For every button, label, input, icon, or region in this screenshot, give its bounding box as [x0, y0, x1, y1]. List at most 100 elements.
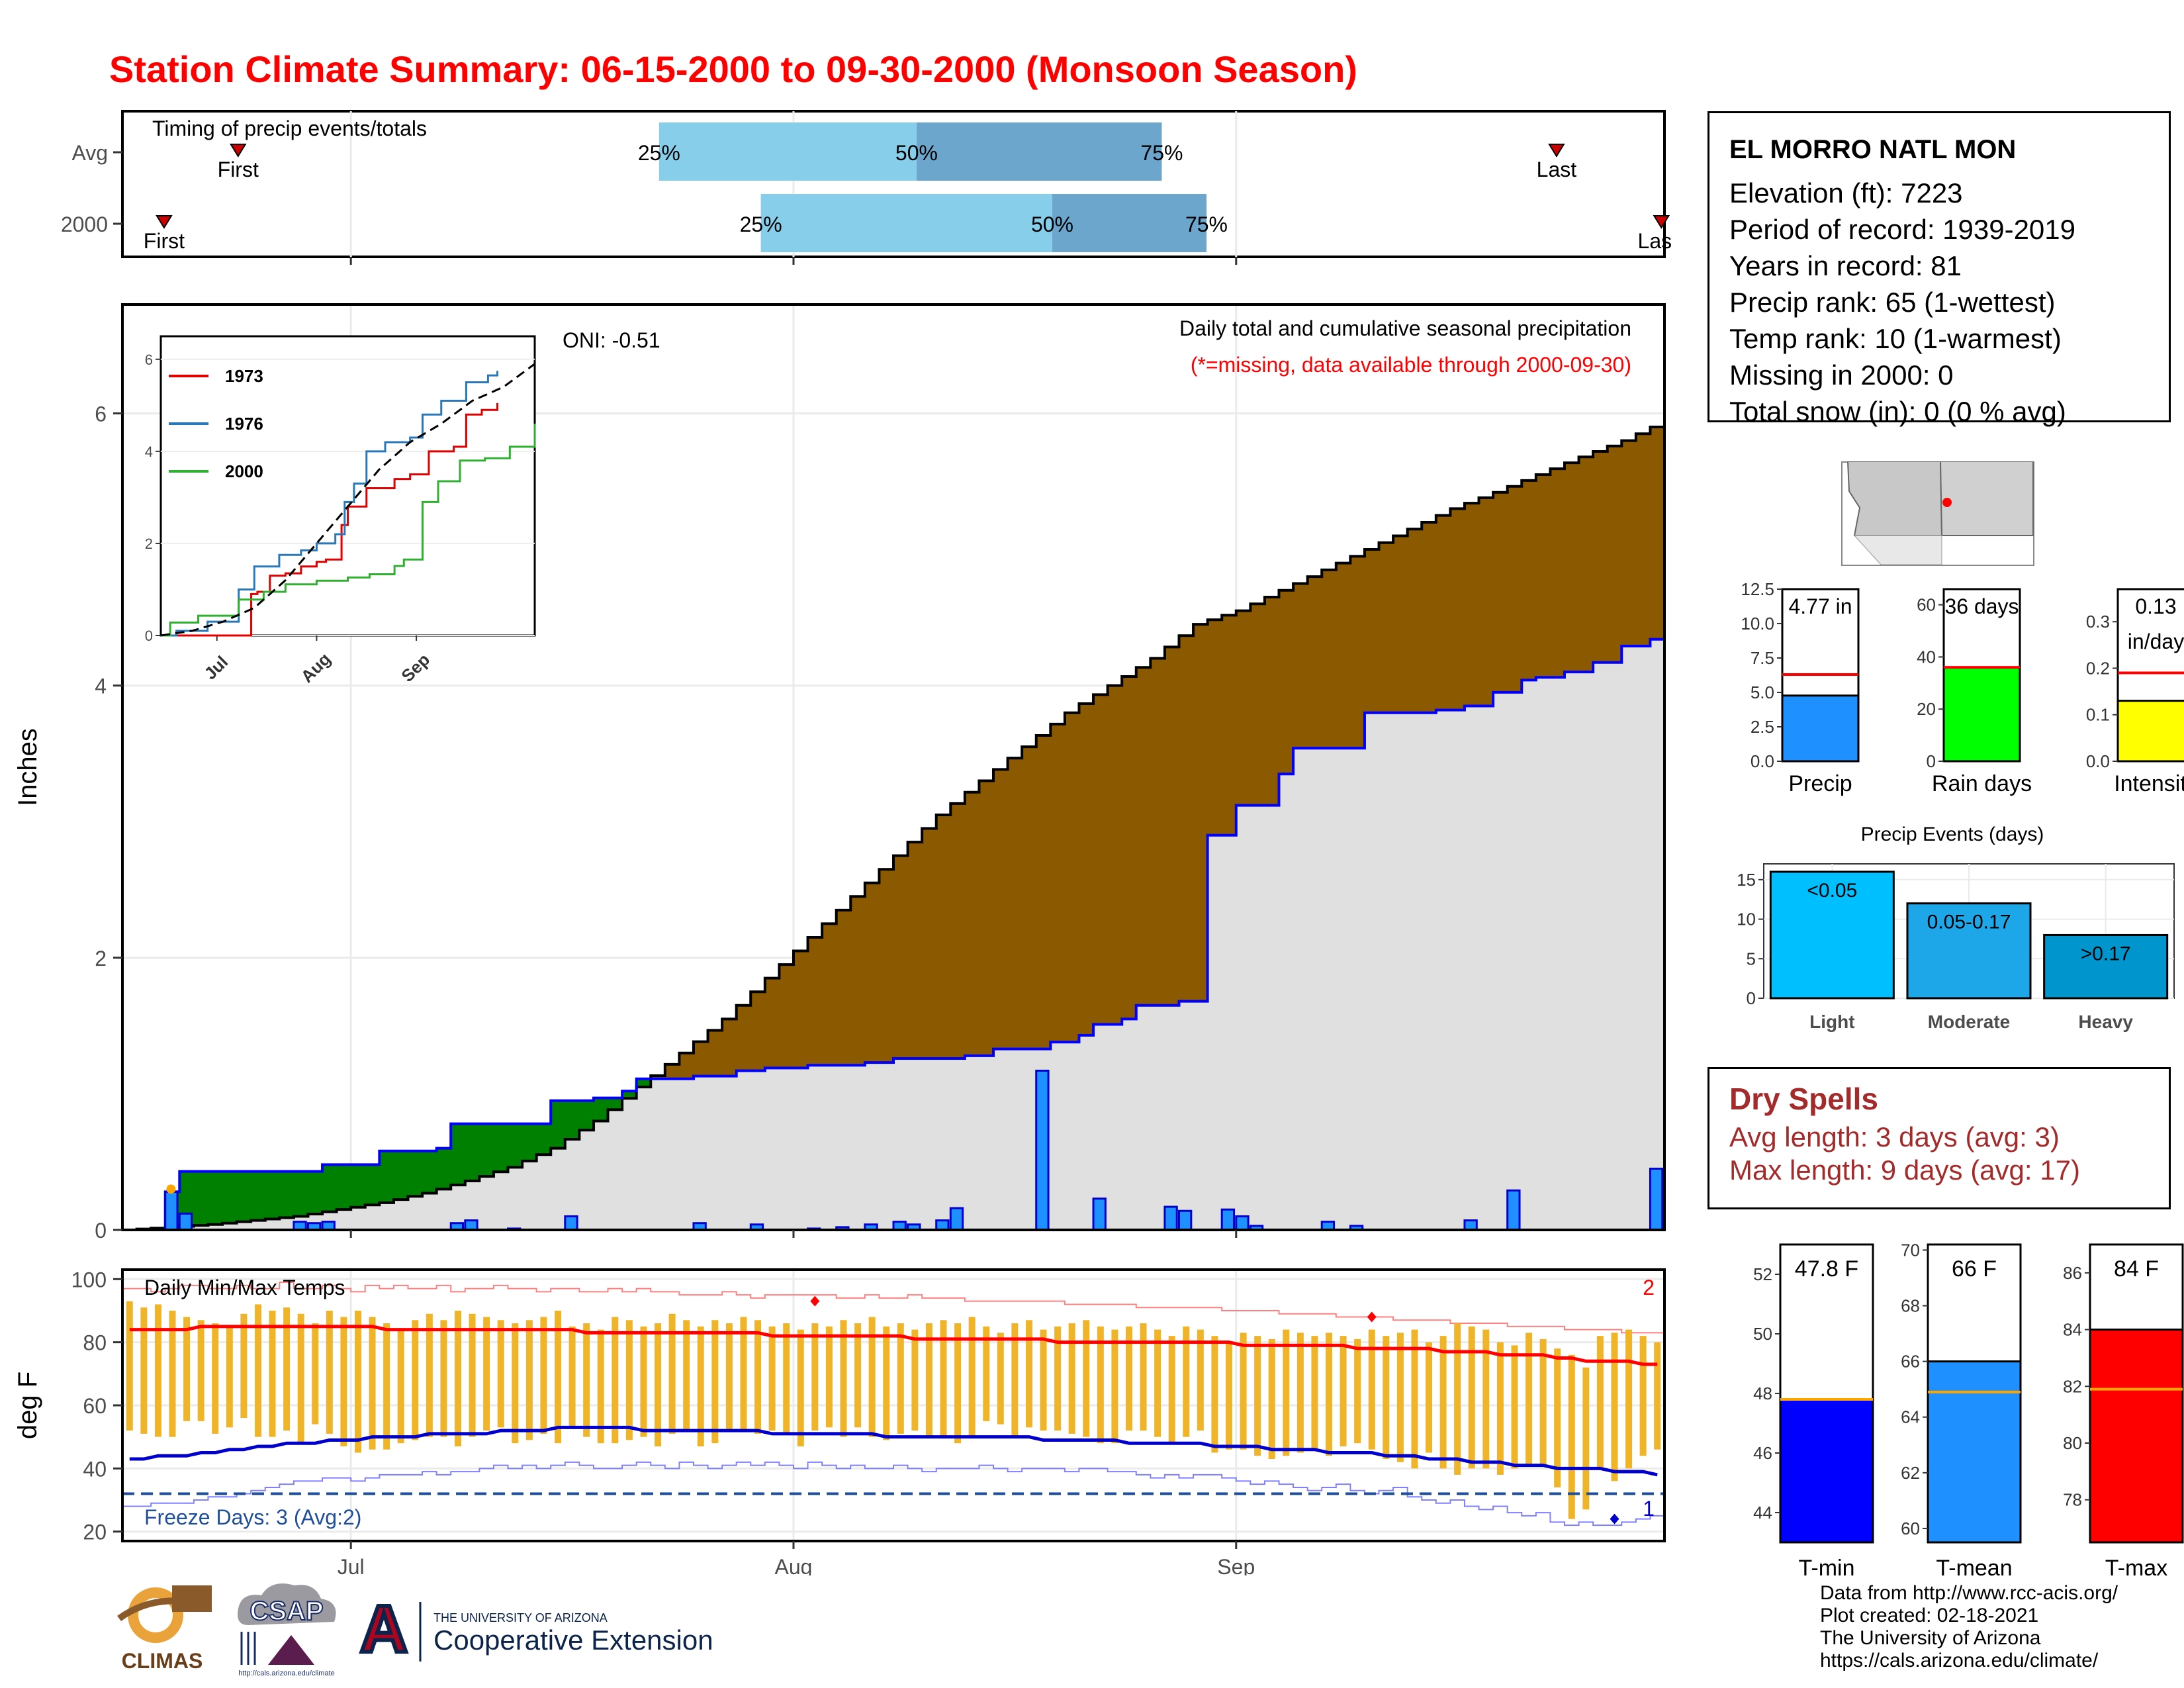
event-bar-label: Light [1809, 1011, 1854, 1032]
surplus-area [322, 1164, 338, 1212]
daily-temp-bar [1454, 1323, 1461, 1475]
daily-temp-bar [740, 1317, 747, 1431]
station-line: Elevation (ft): 7223 [1729, 177, 1963, 209]
deficit-area [1522, 480, 1537, 680]
deficit-area [1264, 597, 1279, 806]
deficit-area [1122, 676, 1137, 1019]
daily-temp-bar [968, 1317, 976, 1437]
deficit-area [1036, 735, 1051, 1049]
deficit-area [1279, 590, 1294, 774]
daily-temp-bar [1197, 1329, 1204, 1431]
daily-temp-bar [668, 1313, 676, 1434]
y-tick-label: 40 [1917, 647, 1936, 667]
daily-precip-bar [1220, 1208, 1236, 1231]
surplus-area [479, 1123, 494, 1177]
daily-temp-bar [897, 1323, 904, 1434]
mini-bar-label: Intensity [2114, 771, 2184, 796]
surplus-area [222, 1171, 238, 1223]
daily-temp-bar [1383, 1336, 1390, 1460]
surplus-area [493, 1123, 508, 1172]
timing-row-label: Avg [71, 141, 108, 165]
daily-temp-bar [811, 1323, 819, 1431]
y-tick-label: 80 [2063, 1433, 2082, 1453]
y-tick-label: 0.0 [2086, 751, 2110, 771]
surplus-area [465, 1123, 480, 1181]
deficit-area [907, 842, 923, 1058]
precip-heading: Daily total and cumulative seasonal prec… [1179, 316, 1631, 340]
climas-logo: CLIMAS [117, 1585, 212, 1673]
record-max-count: 2 [1643, 1276, 1655, 1299]
y-tick-label: 60 [1901, 1519, 1920, 1538]
record-max-line [122, 1282, 1664, 1334]
y-tick-label: 0.3 [2086, 612, 2110, 632]
event-bar-tag: 0.05-0.17 [1927, 912, 2011, 933]
mini-bar-value: 36 days [1944, 594, 2019, 618]
deficit-area [836, 910, 851, 1066]
daily-precip-bar [1506, 1189, 1521, 1231]
deficit-area [1507, 486, 1522, 692]
surplus-area [579, 1100, 594, 1131]
deficit-area [664, 1064, 680, 1079]
daily-temp-bar [412, 1320, 419, 1440]
deficit-area [651, 1076, 666, 1079]
deficit-area [879, 869, 894, 1063]
surplus-area [593, 1098, 609, 1121]
y-tick-label: 80 [83, 1331, 107, 1355]
daily-temp-bar [1468, 1326, 1475, 1469]
y-tick-label: 84 [2063, 1320, 2082, 1340]
daily-temp-bar [1097, 1326, 1104, 1444]
daily-temp-bar [397, 1329, 404, 1444]
surplus-area [393, 1150, 408, 1200]
deficit-area [1607, 445, 1622, 663]
deficit-area [922, 828, 937, 1058]
deficit-area [1493, 492, 1508, 692]
quartile-bar-upper [1052, 194, 1206, 252]
deficit-area [1650, 427, 1665, 639]
daily-temp-bar [283, 1307, 291, 1431]
deficit-area [1079, 704, 1094, 1036]
deficit-area [1535, 474, 1551, 678]
temp-panel: 20 40 60 80 100 Jul Aug Sep deg F Daily Min/Max T… [13, 1268, 1666, 1575]
q25-label: 25% [740, 212, 782, 236]
y-axis-label: Inches [13, 728, 42, 806]
daily-temp-bar [997, 1333, 1004, 1425]
station-line: Total snow (in): 0 (0 % avg) [1729, 396, 2066, 427]
daily-temp-bar [1083, 1320, 1090, 1437]
y-tick-label: 66 [1901, 1352, 1920, 1372]
daily-temp-bar [1183, 1326, 1190, 1437]
deficit-area [1322, 569, 1337, 749]
y-tick-label: 68 [1901, 1296, 1920, 1316]
surplus-area [265, 1171, 280, 1219]
surplus-area [336, 1164, 351, 1210]
inset-y-tick-label: 2 [145, 536, 153, 552]
daily-temp-bar [440, 1320, 447, 1437]
q75-label: 75% [1185, 212, 1228, 236]
event-bar-label: Heavy [2078, 1011, 2133, 1032]
deficit-area [1064, 712, 1079, 1043]
y-tick-label: 60 [83, 1394, 107, 1418]
surplus-area [251, 1171, 266, 1221]
daily-precip-bar [1649, 1167, 1664, 1231]
daily-temp-bar [126, 1301, 133, 1431]
ua-big-text: Cooperative Extension [433, 1624, 713, 1656]
daily-temp-bar [326, 1310, 333, 1434]
daily-temp-bar [297, 1313, 304, 1444]
y-tick-label: 50 [1753, 1324, 1772, 1344]
last-label: Last [1537, 158, 1577, 181]
mini-bar-value: 4.77 in [1788, 594, 1852, 618]
event-bar [1769, 870, 1895, 1000]
credit-line: https://cals.arizona.edu/climate/ [1820, 1650, 2099, 1671]
daily-temp-bar [940, 1320, 947, 1437]
avg-min-line [129, 1425, 1658, 1477]
station-line: Missing in 2000: 0 [1729, 359, 1954, 391]
daily-temp-bar [640, 1326, 647, 1437]
daily-temp-bar [1368, 1329, 1375, 1450]
deficit-area [1136, 667, 1151, 1006]
mini-bar [1942, 666, 2021, 763]
daily-temp-bar [1439, 1336, 1447, 1469]
mini-bar-value-unit: in/day [2128, 630, 2184, 653]
y-tick-label: 0 [1927, 751, 1936, 771]
deficit-area [1193, 624, 1208, 1002]
daily-temp-bar [426, 1313, 433, 1437]
y-tick-label: 60 [1917, 595, 1936, 615]
